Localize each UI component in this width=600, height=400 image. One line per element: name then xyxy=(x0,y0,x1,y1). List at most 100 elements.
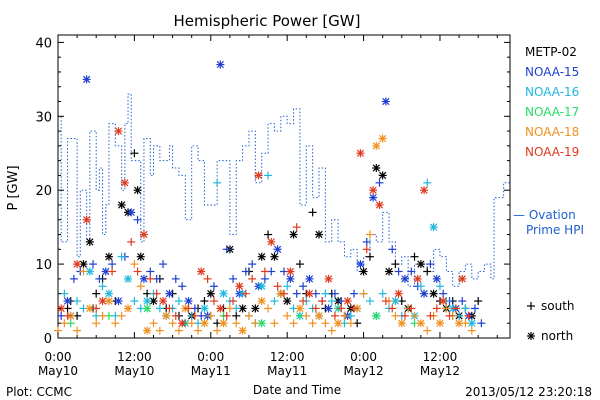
noaa-18-south-point xyxy=(283,311,292,320)
noaa-19-north-point xyxy=(324,274,333,283)
legend-marker-label-north: north xyxy=(541,329,573,343)
noaa-16-south-point xyxy=(264,171,273,180)
noaa-18-south-point xyxy=(467,326,476,335)
noaa-15-north-point xyxy=(324,304,333,313)
noaa-19-south-point xyxy=(451,304,460,313)
noaa-19-north-point xyxy=(356,149,365,158)
noaa-19-south-point xyxy=(241,289,250,298)
noaa-15-south-point xyxy=(171,274,180,283)
noaa-18-south-point xyxy=(206,311,215,320)
noaa-15-south-point xyxy=(95,274,104,283)
noaa-15-north-point xyxy=(356,260,365,269)
noaa-18-north-point xyxy=(200,319,209,328)
metp-02-south-point xyxy=(295,260,304,269)
noaa-19-north-point xyxy=(73,260,82,269)
noaa-18-south-point xyxy=(213,326,222,335)
noaa-18-north-point xyxy=(219,319,228,328)
noaa-15-south-point xyxy=(89,260,98,269)
legend: METP-02 NOAA-15 NOAA-16 NOAA-17 NOAA-18 NOAA-… xyxy=(513,45,584,343)
noaa-16-south-point xyxy=(60,289,69,298)
noaa-15-south-point xyxy=(133,215,142,224)
noaa-19-south-point xyxy=(133,267,142,276)
noaa-19-south-point xyxy=(184,304,193,313)
noaa-18-north-point xyxy=(162,311,171,320)
metp-02-north-point xyxy=(372,164,381,173)
x-tick-date: May11 xyxy=(267,364,307,378)
metp-02-north-point xyxy=(270,252,279,261)
noaa-18-south-point xyxy=(289,319,298,328)
noaa-16-south-point xyxy=(378,289,387,298)
noaa-15-north-point xyxy=(420,289,429,298)
noaa-15-north-point xyxy=(369,193,378,202)
noaa-19-south-point xyxy=(63,311,72,320)
noaa-16-north-point xyxy=(143,297,152,306)
noaa-18-south-point xyxy=(232,319,241,328)
legend-marker-label-south: south xyxy=(541,299,575,313)
noaa-18-south-point xyxy=(244,311,253,320)
ovation-prime-hpi-line xyxy=(58,93,510,287)
legend-item-noaa-19: NOAA-19 xyxy=(525,145,579,159)
noaa-19-south-point xyxy=(426,311,435,320)
y-tick-label: 40 xyxy=(35,36,52,51)
metp-02-south-point xyxy=(200,297,209,306)
noaa-19-south-point xyxy=(350,304,359,313)
noaa-16-north-point xyxy=(124,274,133,283)
footer-left: Plot: CCMC xyxy=(6,385,72,399)
noaa-15-north-point xyxy=(381,97,390,106)
x-tick-date: May12 xyxy=(344,364,384,378)
noaa-19-south-point xyxy=(400,311,409,320)
metp-02-north-point xyxy=(385,267,394,276)
y-tick-label: 10 xyxy=(35,258,52,273)
noaa-15-north-point xyxy=(165,289,174,298)
y-tick-label: 30 xyxy=(35,110,52,125)
noaa-18-south-point xyxy=(359,289,368,298)
noaa-18-north-point xyxy=(435,319,444,328)
noaa-19-south-point xyxy=(292,223,301,232)
noaa-19-south-point xyxy=(260,267,269,276)
noaa-18-south-point xyxy=(442,304,451,313)
noaa-15-north-point xyxy=(101,267,110,276)
noaa-15-south-point xyxy=(362,237,371,246)
metp-02-north-point xyxy=(104,252,113,261)
noaa-19-south-point xyxy=(280,289,288,298)
noaa-15-south-point xyxy=(299,282,308,291)
metp-02-south-point xyxy=(308,208,317,217)
x-tick-label: 0:00 xyxy=(350,350,377,364)
noaa-19-south-point xyxy=(248,274,257,283)
noaa-19-north-point xyxy=(343,297,352,306)
noaa-15-north-point xyxy=(63,297,72,306)
metp-02-north-point xyxy=(378,171,387,180)
noaa-18-south-point xyxy=(168,319,177,328)
noaa-16-south-point xyxy=(73,297,82,306)
noaa-15-north-point xyxy=(184,297,193,306)
noaa-19-south-point xyxy=(381,297,390,306)
x-tick-label: 0:00 xyxy=(45,350,72,364)
x-axis-label: Date and Time xyxy=(253,383,341,397)
plot-border xyxy=(57,34,511,339)
noaa-19-south-point xyxy=(407,304,416,313)
noaa-19-north-point xyxy=(458,274,467,283)
noaa-19-north-point xyxy=(114,127,123,136)
metp-02-south-point xyxy=(365,252,374,261)
noaa-18-south-point xyxy=(187,319,196,328)
noaa-18-north-point xyxy=(378,134,387,143)
noaa-19-north-point xyxy=(394,289,403,298)
noaa-16-south-point xyxy=(130,297,139,306)
noaa-15-south-point xyxy=(178,282,187,291)
legend-marker-north xyxy=(527,332,535,340)
noaa-19-north-point xyxy=(178,319,187,328)
noaa-19-south-point xyxy=(337,304,346,313)
noaa-18-north-point xyxy=(143,326,152,335)
noaa-19-south-point xyxy=(318,297,327,306)
noaa-15-south-point xyxy=(146,267,155,276)
metp-02-north-point xyxy=(416,260,425,269)
metp-02-north-point xyxy=(283,297,292,306)
noaa-15-north-point xyxy=(400,274,409,283)
x-tick-label: 12:00 xyxy=(117,350,152,364)
noaa-18-south-point xyxy=(149,319,158,328)
noaa-16-north-point xyxy=(219,289,228,298)
noaa-16-south-point xyxy=(365,297,374,306)
noaa-18-north-point xyxy=(124,304,133,313)
noaa-16-south-point xyxy=(435,282,444,291)
legend-item-noaa-17: NOAA-17 xyxy=(525,105,579,119)
